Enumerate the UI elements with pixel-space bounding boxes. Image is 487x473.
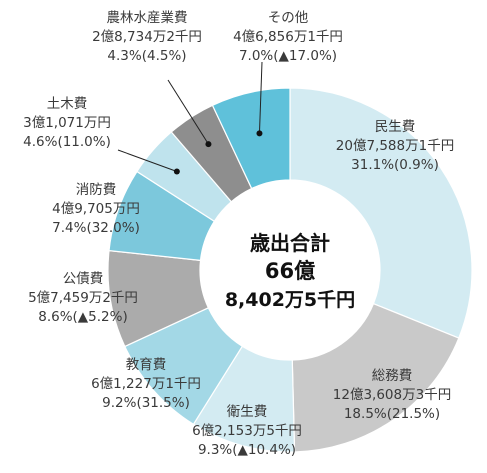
center-label-2: 8,402万5千円: [225, 289, 355, 311]
label-share: 4.3%(4.5%): [107, 48, 186, 64]
label-category: 民生費: [375, 119, 416, 135]
leader-lines: [117, 61, 263, 175]
center-total: 歳出合計 66億 8,402万5千円: [225, 231, 355, 311]
leader-dot-6: [173, 168, 180, 175]
label-category: 消防費: [76, 182, 117, 198]
label-8: その他 4億6,856万1千円 7.0%(▲17.0%): [233, 10, 343, 64]
label-amount: 2億8,734万2千円: [92, 29, 202, 45]
label-amount: 20億7,588万1千円: [336, 138, 454, 154]
leader-line-7: [167, 79, 209, 145]
label-7: 農林水産業費 2億8,734万2千円 4.3%(4.5%): [92, 10, 202, 64]
label-category: 公債費: [63, 271, 104, 287]
label-amount: 6億1,227万1千円: [91, 376, 201, 392]
label-amount: 4億6,856万1千円: [233, 29, 343, 45]
label-0: 民生費 20億7,588万1千円 31.1%(0.9%): [336, 119, 454, 173]
label-5: 消防費 4億9,705万円 7.4%(32.0%): [52, 182, 140, 236]
label-category: 農林水産業費: [107, 10, 188, 26]
center-label-1: 66億: [265, 259, 315, 283]
label-amount: 4億9,705万円: [52, 201, 140, 217]
label-2: 衛生費 6億2,153万5千円 9.3%(▲10.4%): [192, 404, 302, 458]
label-share: 18.5%(21.5%): [344, 406, 440, 422]
label-category: 衛生費: [227, 404, 268, 420]
label-category: 総務費: [372, 368, 413, 384]
label-6: 土木費 3億1,071万円 4.6%(11.0%): [23, 96, 111, 150]
label-amount: 12億3,608万3千円: [333, 387, 451, 403]
leader-dot-7: [205, 141, 212, 148]
label-share: 9.3%(▲10.4%): [198, 442, 296, 458]
label-share: 31.1%(0.9%): [351, 157, 439, 173]
slice-1: [291, 302, 460, 453]
slice-labels: 民生費 20億7,588万1千円 31.1%(0.9%) 総務費 12億3,608万3千…: [23, 10, 454, 458]
donut-slices: [107, 87, 473, 453]
label-3: 教育費 6億1,227万1千円 9.2%(31.5%): [91, 357, 201, 411]
center-label-0: 歳出合計: [250, 231, 330, 255]
label-category: その他: [268, 10, 309, 26]
slice-8: [211, 87, 291, 190]
label-share: 4.6%(11.0%): [23, 134, 111, 150]
leader-line-8: [258, 61, 263, 134]
label-amount: 5億7,459万2千円: [28, 290, 138, 306]
label-4: 公債費 5億7,459万2千円 8.6%(▲5.2%): [28, 271, 138, 325]
label-category: 教育費: [126, 357, 167, 373]
slice-0: [289, 87, 473, 339]
label-share: 7.0%(▲17.0%): [239, 48, 337, 64]
leader-line-6: [117, 149, 178, 172]
label-share: 8.6%(▲5.2%): [38, 309, 128, 325]
label-share: 7.4%(32.0%): [52, 220, 140, 236]
label-1: 総務費 12億3,608万3千円 18.5%(21.5%): [333, 368, 451, 422]
label-amount: 6億2,153万5千円: [192, 423, 302, 439]
label-amount: 3億1,071万円: [23, 115, 111, 131]
label-share: 9.2%(31.5%): [102, 395, 190, 411]
label-category: 土木費: [47, 96, 88, 112]
leader-dot-8: [256, 130, 263, 137]
